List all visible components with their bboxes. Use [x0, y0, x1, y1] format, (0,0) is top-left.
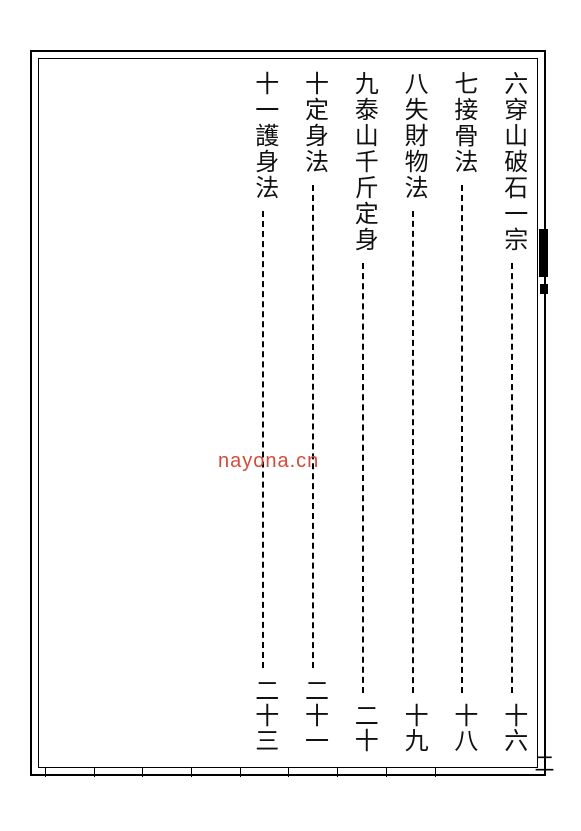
ruler-tick: [191, 767, 240, 777]
toc-column: 九泰山千斤定身二十: [338, 59, 388, 767]
toc-column: 十定身法二十一: [288, 59, 338, 767]
entry-page-number: 十六: [500, 703, 525, 753]
ruler-tick: [288, 767, 337, 777]
outer-page-number: 二: [528, 753, 557, 773]
columns-container: 六穿山破石一宗十六七接骨法十八八失財物法十九九泰山千斤定身二十十定身法二十一十一…: [39, 59, 537, 767]
binding-edge-mark: [539, 229, 548, 277]
ruler-tick: [142, 767, 191, 777]
entry-page-number: 十九: [400, 703, 425, 753]
toc-column: 七接骨法十八: [437, 59, 487, 767]
entry-title: 七接骨法: [450, 71, 475, 175]
empty-column: [39, 59, 89, 767]
ruler-tick: [94, 767, 143, 777]
ruler-tick: [483, 767, 531, 777]
entry-title: 六穿山破石一宗: [500, 71, 525, 253]
entry-title: 八失財物法: [400, 71, 425, 201]
entry-page-number: 二十三: [251, 678, 276, 753]
toc-column: 十一護身法二十三: [238, 59, 288, 767]
ruler-tick: [435, 767, 484, 777]
page-outer-frame: 六穿山破石一宗十六七接骨法十八八失財物法十九九泰山千斤定身二十十定身法二十一十一…: [30, 50, 546, 776]
vertical-leader-dots: [312, 185, 314, 668]
ruler-tick: [240, 767, 289, 777]
vertical-leader-dots: [511, 263, 513, 693]
entry-title: 十一護身法: [251, 71, 276, 201]
empty-column: [89, 59, 139, 767]
entry-title: 十定身法: [300, 71, 325, 175]
toc-column: 八失財物法十九: [388, 59, 438, 767]
entry-page-number: 二十一: [300, 678, 325, 753]
vertical-leader-dots: [461, 185, 463, 693]
vertical-leader-dots: [262, 211, 264, 668]
ruler-tick: [337, 767, 386, 777]
toc-column: 六穿山破石一宗十六: [487, 59, 537, 767]
vertical-leader-dots: [362, 263, 364, 693]
empty-column: [188, 59, 238, 767]
page-inner-frame: 六穿山破石一宗十六七接骨法十八八失財物法十九九泰山千斤定身二十十定身法二十一十一…: [38, 58, 538, 768]
entry-page-number: 十八: [450, 703, 475, 753]
ruler-tick: [386, 767, 435, 777]
empty-column: [139, 59, 189, 767]
ruler-tick: [45, 767, 94, 777]
bottom-ruler: [45, 767, 531, 785]
vertical-leader-dots: [412, 211, 414, 693]
binding-edge-notch: [540, 284, 548, 294]
entry-page-number: 二十: [350, 703, 375, 753]
entry-title: 九泰山千斤定身: [350, 71, 375, 253]
